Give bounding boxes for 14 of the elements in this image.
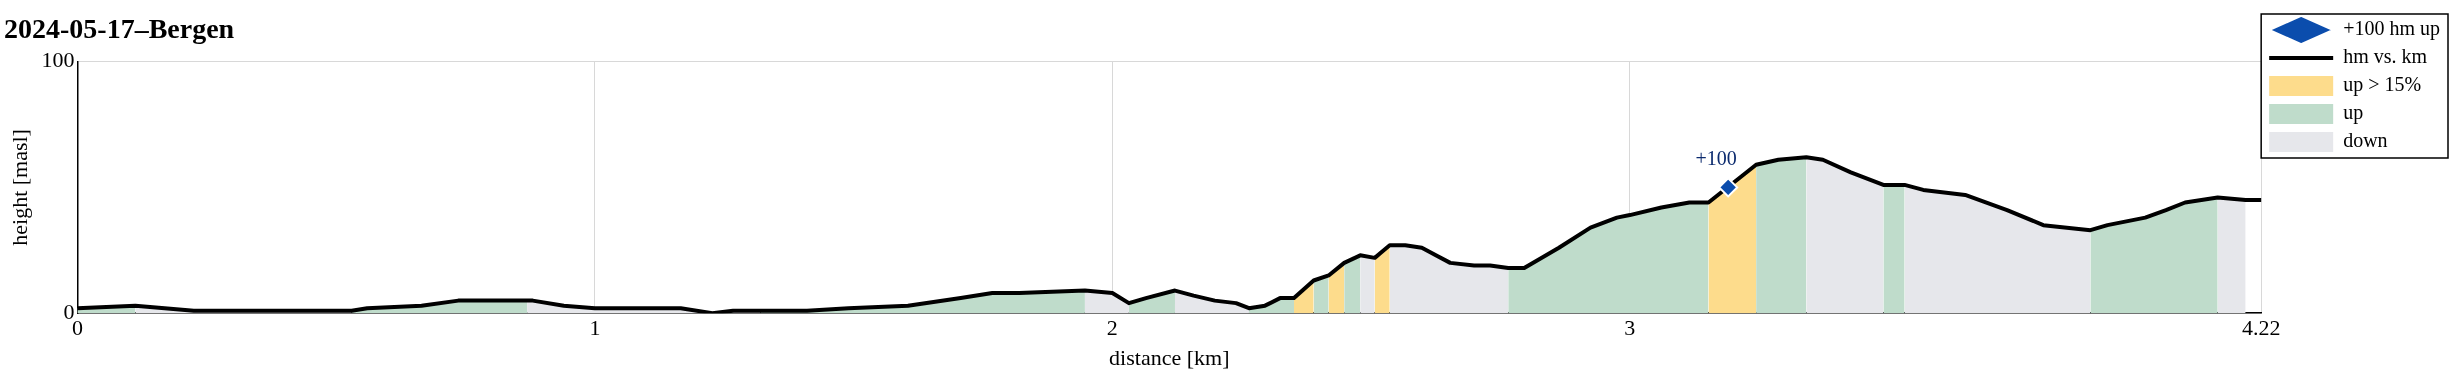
legend-label: down [2343, 129, 2388, 152]
legend-label: hm vs. km [2343, 45, 2428, 68]
y-tick-label: 100 [41, 47, 75, 73]
x-axis-title: distance [km] [1109, 344, 1230, 370]
y-axis-title: height [masl] [6, 129, 32, 246]
chart-title: 2024-05-17–Bergen [4, 13, 235, 45]
x-tick-label: 3 [1624, 315, 1636, 341]
annotation: +100 [1695, 146, 1737, 169]
legend-label: up [2343, 101, 2364, 125]
x-tick-label: 2 [1106, 315, 1118, 341]
legend-label: +100 hm up [2343, 17, 2441, 41]
x-tick-label: 4.22 [2241, 315, 2281, 341]
x-tick-label: 1 [589, 315, 601, 341]
legend-label: up > 15% [2343, 73, 2422, 97]
